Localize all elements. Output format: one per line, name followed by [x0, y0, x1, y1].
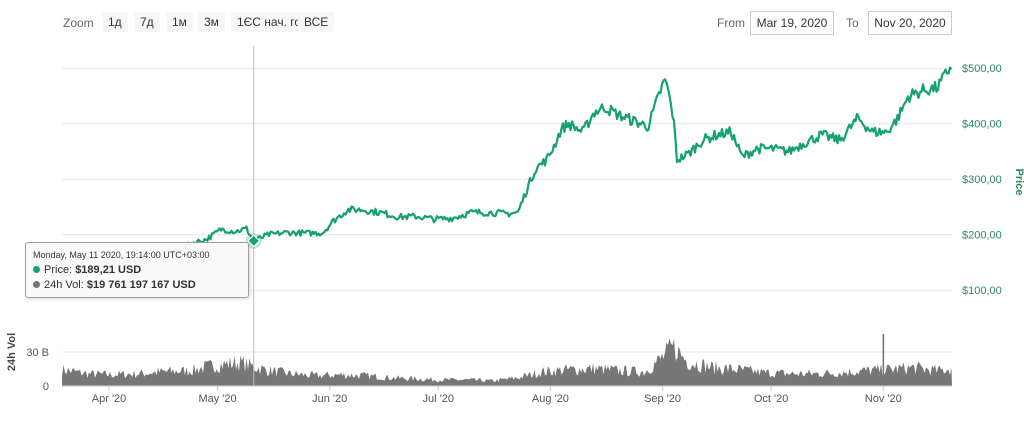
price-dot-icon — [33, 266, 40, 273]
price-tick-label: $200,00 — [962, 230, 1002, 242]
x-tick-label: Oct '20 — [754, 393, 789, 405]
tooltip-price-row: Price: $189,21 USD — [33, 264, 141, 276]
price-axis-ticks: $100,00 $200,00 $300,00 $400,00 $500,00 — [962, 63, 1002, 297]
hover-marker — [247, 234, 261, 248]
x-tick-label: Jul '20 — [423, 393, 454, 405]
tooltip-volume-label: 24h Vol: — [44, 279, 84, 291]
tooltip-price-label: Price: — [44, 264, 73, 276]
zoom-label: Zoom — [63, 16, 94, 30]
tooltip: Monday, May 11 2020, 19:14:00 UTC+03:00 … — [25, 242, 249, 298]
toolbar: Zoom 1д 7д 1м 3м 1ЄС нач. го. ВСЕ From M… — [0, 0, 1024, 44]
zoom-button-7d[interactable]: 7д — [134, 12, 160, 32]
volume-spike — [669, 347, 671, 386]
x-tick-label: Nov '20 — [865, 393, 902, 405]
volume-series — [62, 333, 952, 386]
x-tick-label: Sep '20 — [644, 393, 681, 405]
price-tick-label: $400,00 — [962, 119, 1002, 131]
zoom-button-1m[interactable]: 1м — [166, 12, 193, 32]
zoom-button-1d[interactable]: 1д — [102, 12, 128, 32]
to-label: To — [846, 16, 859, 30]
x-tick-label: Jun '20 — [312, 393, 347, 405]
tooltip-volume-value: $19 761 197 167 USD — [86, 279, 196, 291]
volume-dot-icon — [33, 281, 40, 288]
zoom-button-3m[interactable]: 3м — [198, 12, 225, 32]
price-series — [61, 66, 953, 277]
tooltip-volume-row: 24h Vol: $19 761 197 167 USD — [33, 279, 196, 291]
from-label: From — [717, 16, 745, 30]
volume-spike — [882, 333, 885, 386]
price-tick-label: $300,00 — [962, 174, 1002, 186]
price-line — [61, 66, 953, 277]
price-axis-title: Price — [1013, 169, 1024, 196]
volume-tick-label: 0 — [43, 381, 49, 393]
zoom-button-ytd[interactable]: 1ЄС нач. го. — [231, 12, 311, 32]
tooltip-date: Monday, May 11 2020, 19:14:00 UTC+03:00 — [33, 250, 210, 260]
volume-area — [62, 338, 952, 386]
volume-tick-label: 30 B — [26, 347, 49, 359]
price-tick-label: $500,00 — [962, 63, 1002, 75]
volume-axis-ticks: 0 30 B — [26, 347, 49, 393]
tooltip-price-value: $189,21 USD — [75, 264, 142, 276]
x-tick-label: May '20 — [198, 393, 236, 405]
zoom-button-all[interactable]: ВСЕ — [298, 12, 335, 32]
x-axis-ticks: Apr '20 May '20 Jun '20 Jul '20 Aug '20 Sep '… — [62, 385, 952, 405]
crosshair — [245, 46, 262, 386]
volume-axis-title: 24h Vol — [6, 333, 18, 371]
x-tick-label: Apr '20 — [92, 393, 127, 405]
to-date-input[interactable]: Nov 20, 2020 — [868, 11, 952, 35]
x-tick-label: Aug '20 — [532, 393, 569, 405]
price-tick-label: $100,00 — [962, 285, 1002, 297]
volume-spike — [676, 358, 678, 386]
from-date-input[interactable]: Mar 19, 2020 — [750, 11, 834, 35]
